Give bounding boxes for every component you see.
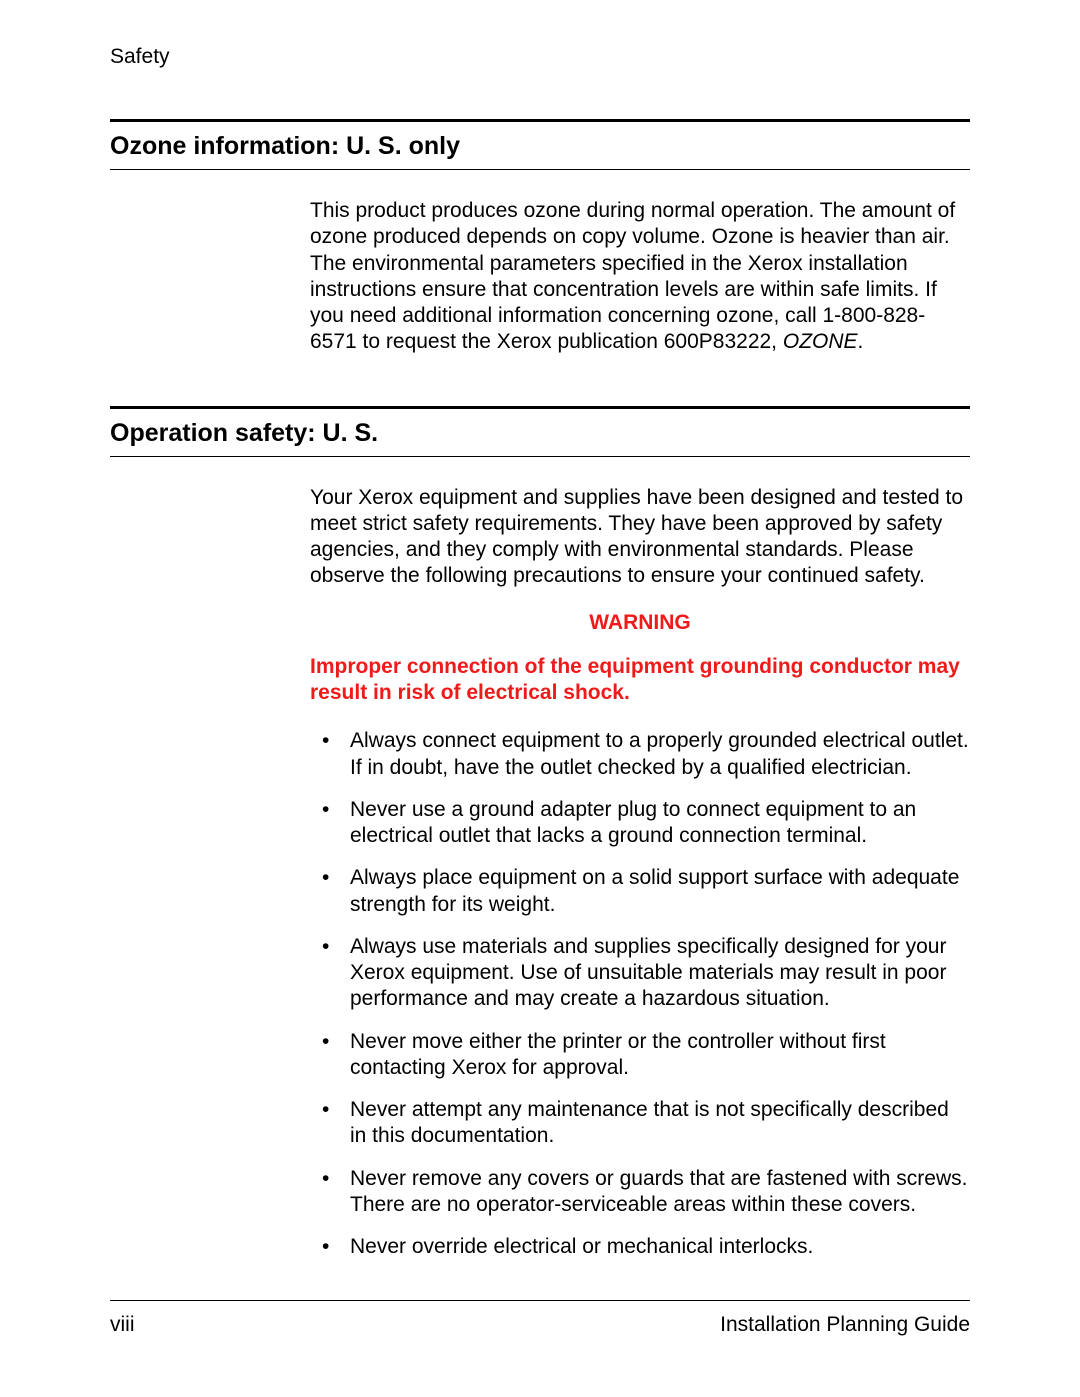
section-ozone-body: This product produces ozone during norma… [310, 198, 970, 356]
page: Safety Ozone information: U. S. only Thi… [0, 0, 1080, 1397]
section-operation-body: Your Xerox equipment and supplies have b… [310, 485, 970, 1261]
rule [110, 169, 970, 170]
warning-label: WARNING [310, 610, 970, 636]
list-item: Always connect equipment to a properly g… [322, 728, 970, 781]
running-header: Safety [110, 45, 970, 69]
text: . [858, 330, 864, 353]
list-item: Never attempt any maintenance that is no… [322, 1097, 970, 1150]
rule [110, 1300, 970, 1301]
section-operation: Operation safety: U. S. Your Xerox equip… [110, 406, 970, 1261]
warning-text: Improper connection of the equipment gro… [310, 654, 970, 707]
list-item: Never remove any covers or guards that a… [322, 1166, 970, 1219]
page-number: viii [110, 1313, 135, 1337]
list-item: Always place equipment on a solid suppor… [322, 865, 970, 918]
section-title-ozone: Ozone information: U. S. only [110, 122, 970, 169]
rule [110, 456, 970, 457]
footer: viii Installation Planning Guide [110, 1300, 970, 1337]
doc-title: Installation Planning Guide [720, 1313, 970, 1337]
list-item: Never move either the printer or the con… [322, 1029, 970, 1082]
list-item: Never use a ground adapter plug to conne… [322, 797, 970, 850]
operation-bullets: Always connect equipment to a properly g… [310, 728, 970, 1260]
list-item: Always use materials and supplies specif… [322, 934, 970, 1013]
operation-intro: Your Xerox equipment and supplies have b… [310, 485, 970, 590]
section-title-operation: Operation safety: U. S. [110, 409, 970, 456]
text-italic: OZONE [783, 330, 858, 353]
section-ozone: Ozone information: U. S. only This produ… [110, 119, 970, 356]
ozone-paragraph: This product produces ozone during norma… [310, 198, 970, 356]
list-item: Never override electrical or mechanical … [322, 1234, 970, 1260]
